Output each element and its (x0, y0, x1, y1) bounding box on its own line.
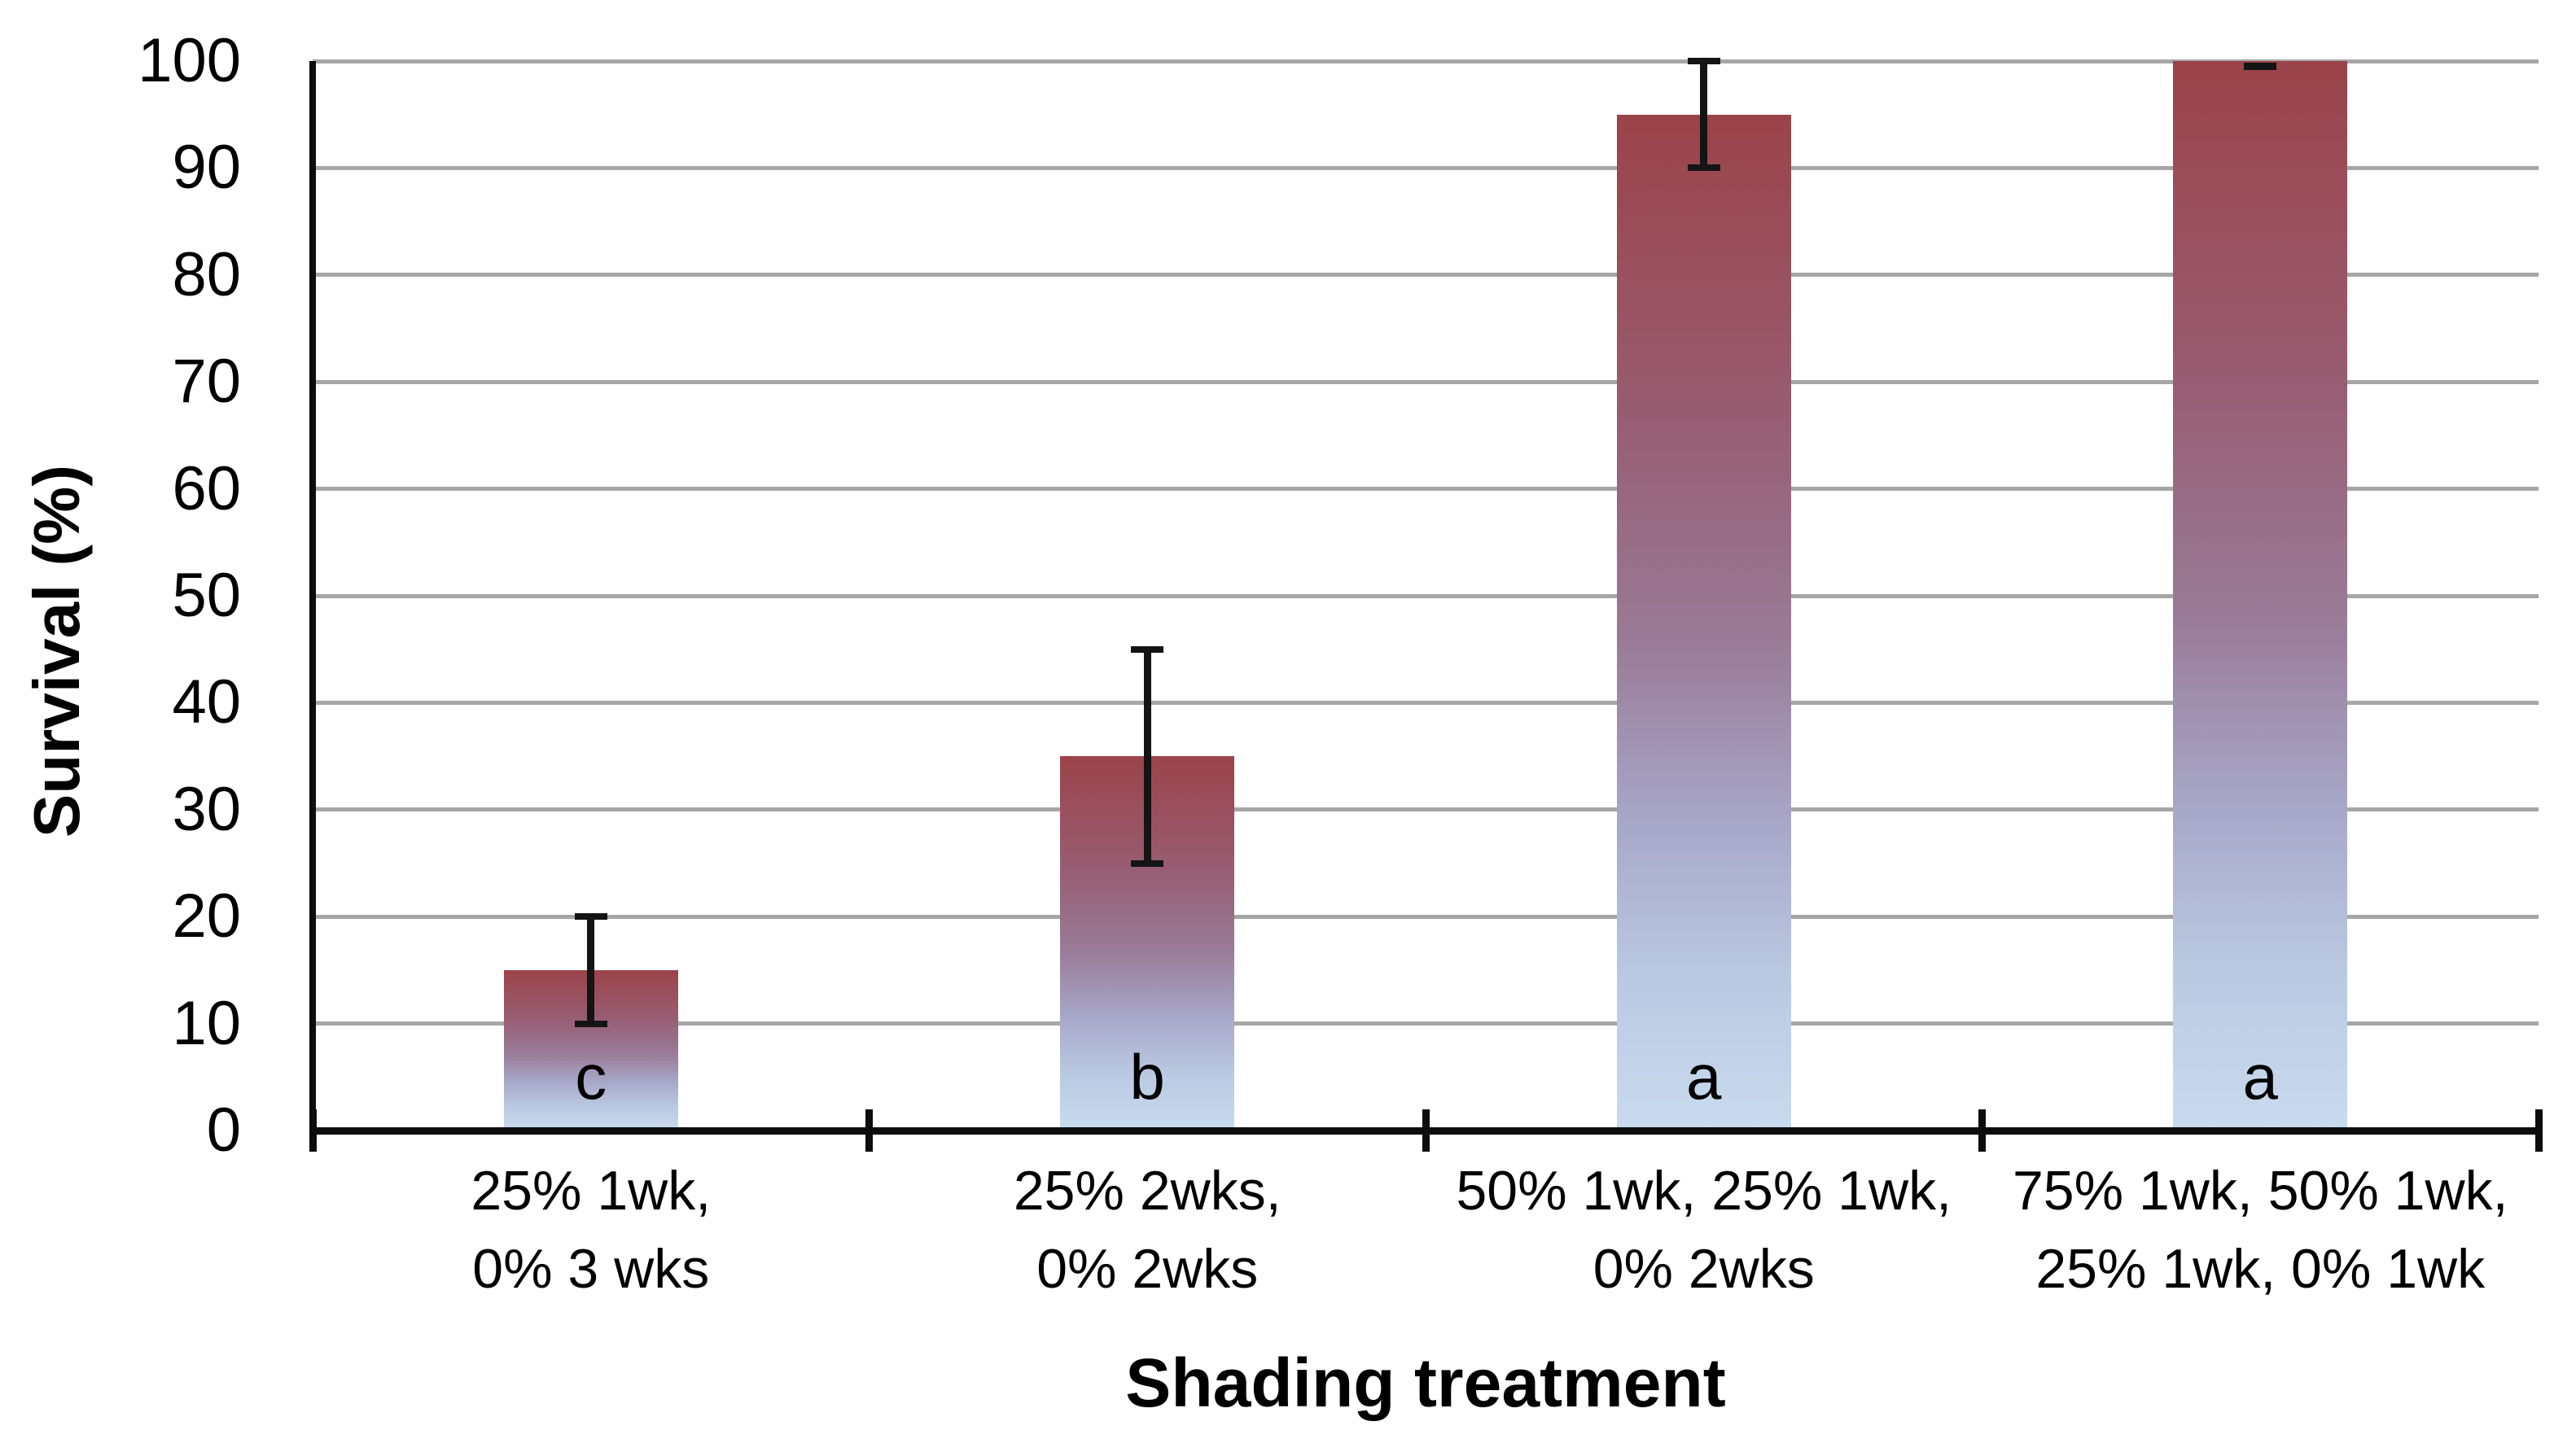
error-bar-cap-bottom-2 (1131, 859, 1164, 867)
y-tick-label-50: 50 (172, 561, 241, 630)
gridline-10 (313, 1021, 2539, 1026)
error-bar-cap-bottom-3 (1687, 164, 1720, 172)
error-bar-cap-top-4 (2244, 63, 2277, 70)
y-tick-label-10: 10 (172, 988, 241, 1058)
category-label-1: 25% 1wk, 0% 3 wks (313, 1152, 870, 1308)
error-bar-cap-top-3 (1687, 58, 1720, 64)
y-tick-label-80: 80 (172, 239, 241, 309)
y-tick-label-40: 40 (172, 667, 241, 737)
gridline-20 (313, 914, 2539, 919)
y-tick-label-30: 30 (172, 774, 241, 844)
x-axis-tick-3 (1978, 1109, 1986, 1152)
category-label-4-line-1: 75% 1wk, 50% 1wk, (2012, 1160, 2508, 1222)
y-tick-label-0: 0 (206, 1096, 241, 1165)
gridline-90 (313, 165, 2539, 170)
significance-letter-2: b (1129, 1041, 1165, 1113)
category-label-1-line-1: 25% 1wk, (471, 1160, 712, 1222)
gridline-60 (313, 487, 2539, 492)
error-bar-line-1 (587, 916, 595, 1024)
x-axis-tick-4 (2534, 1109, 2543, 1152)
x-axis-tick-0 (309, 1109, 317, 1152)
category-label-4: 75% 1wk, 50% 1wk, 25% 1wk, 0% 1wk (1982, 1152, 2539, 1308)
significance-letter-1: c (575, 1041, 607, 1113)
error-bar-cap-top-2 (1131, 645, 1164, 653)
gridline-70 (313, 379, 2539, 384)
x-axis-tick-1 (865, 1109, 873, 1152)
y-tick-label-90: 90 (172, 133, 241, 203)
category-label-1-line-2: 0% 3 wks (472, 1238, 710, 1300)
y-tick-label-70: 70 (172, 347, 241, 417)
category-label-2-line-2: 0% 2wks (1036, 1238, 1259, 1300)
category-label-4-line-2: 25% 1wk, 0% 1wk (2035, 1238, 2486, 1300)
y-tick-label-60: 60 (172, 453, 241, 523)
error-bar-cap-bottom-1 (574, 1020, 607, 1027)
x-axis-tick-2 (1422, 1109, 1430, 1152)
y-axis-line (309, 61, 316, 1131)
significance-letter-3: a (1686, 1041, 1722, 1113)
y-tick-label-20: 20 (172, 881, 241, 951)
x-axis-title: Shading treatment (1125, 1345, 1726, 1421)
bar-4 (2173, 61, 2348, 1131)
category-label-3-line-2: 0% 2wks (1592, 1238, 1815, 1300)
error-bar-line-2 (1143, 649, 1151, 864)
category-label-2: 25% 2wks, 0% 2wks (870, 1152, 1426, 1308)
gridline-80 (313, 273, 2539, 278)
gridline-100 (313, 59, 2539, 63)
error-bar-line-3 (1700, 61, 1708, 168)
y-tick-label-100: 100 (138, 26, 241, 95)
category-label-3-line-1: 50% 1wk, 25% 1wk, (1456, 1160, 1952, 1222)
gridline-30 (313, 807, 2539, 812)
category-label-3: 50% 1wk, 25% 1wk, 0% 2wks (1426, 1152, 1982, 1308)
bar-3 (1616, 114, 1791, 1131)
category-label-2-line-1: 25% 2wks, (1013, 1160, 1281, 1222)
gridline-50 (313, 593, 2539, 598)
error-bar-cap-top-1 (574, 913, 607, 921)
significance-letter-4: a (2242, 1041, 2278, 1113)
gridline-40 (313, 700, 2539, 705)
